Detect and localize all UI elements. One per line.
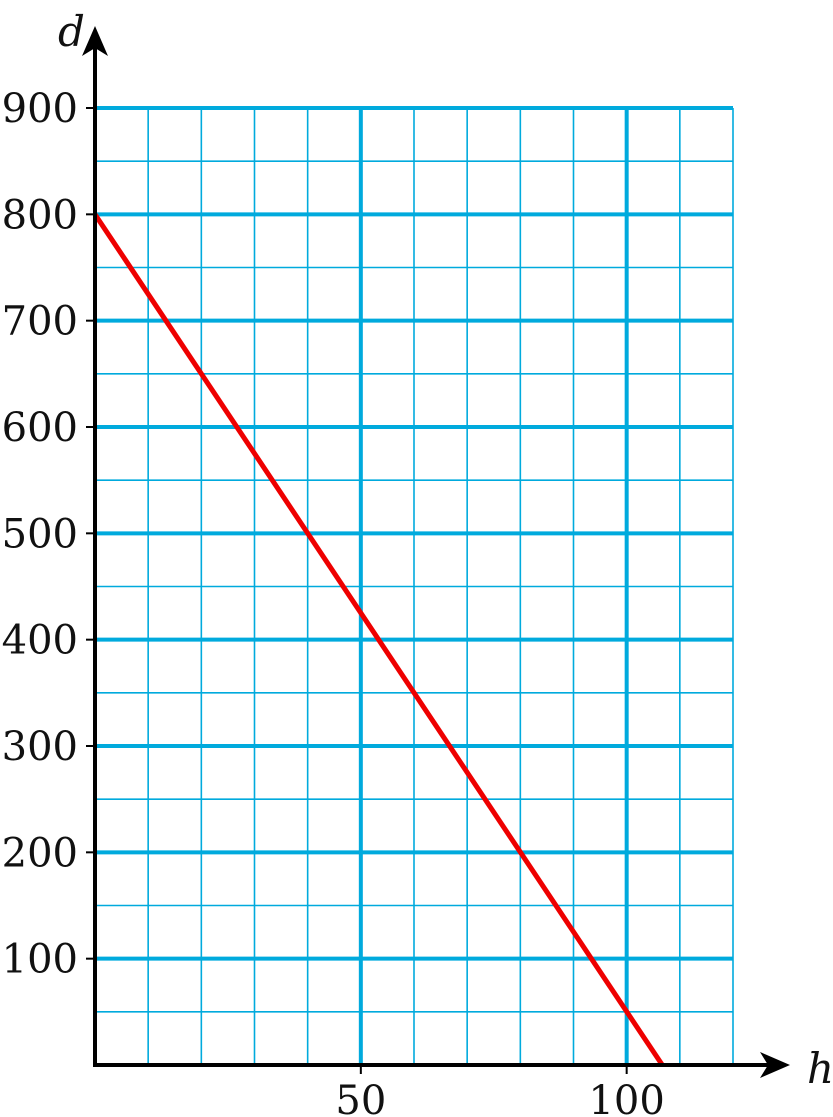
y-tick-label: 300 [2, 724, 78, 770]
y-tick-label: 700 [2, 299, 78, 345]
x-axis-arrow-icon [760, 1052, 790, 1078]
y-tick-label: 100 [2, 937, 78, 983]
y-tick-label: 200 [2, 830, 78, 876]
grid-minor-lines [95, 108, 734, 1065]
tick-marks [86, 107, 628, 1074]
tick-labels: 100 200 300 400 500 600 700 800 900 50 100 [2, 86, 665, 1117]
y-tick-label: 500 [2, 511, 78, 557]
series-line [92, 212, 665, 1067]
y-tick-label: 800 [2, 192, 78, 238]
x-tick-label: 100 [588, 1078, 664, 1117]
y-axis-label: d [58, 7, 85, 56]
y-tick-label: 600 [2, 405, 78, 451]
data-series [92, 212, 665, 1067]
y-tick-label: 400 [2, 618, 78, 664]
y-axis-arrow-icon [82, 26, 108, 56]
y-tick-label: 900 [2, 86, 78, 132]
x-axis-label: h [807, 1044, 833, 1093]
axes [82, 26, 790, 1078]
grid-major-lines [95, 106, 733, 1065]
x-tick-label: 50 [335, 1078, 386, 1117]
